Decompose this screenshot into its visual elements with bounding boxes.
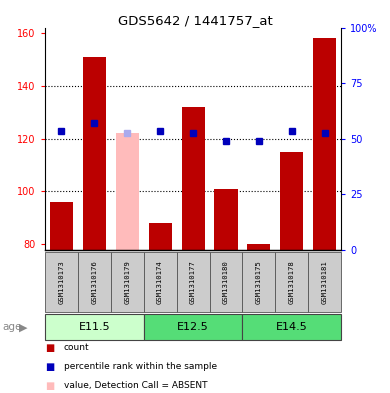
Text: GSM1310180: GSM1310180 (223, 260, 229, 304)
Bar (144, 252, 177, 312)
Bar (247, 244, 270, 250)
Text: GSM1310173: GSM1310173 (58, 260, 64, 304)
Bar (144, 314, 243, 340)
Bar (83, 57, 106, 250)
Text: GSM1310181: GSM1310181 (322, 260, 328, 304)
Bar (78, 252, 111, 312)
Text: value, Detection Call = ABSENT: value, Detection Call = ABSENT (64, 381, 207, 390)
Bar (149, 223, 172, 250)
Text: age: age (2, 322, 21, 332)
Bar (45, 252, 78, 312)
Bar (50, 202, 73, 250)
Bar (181, 107, 205, 250)
Bar (177, 252, 209, 312)
Bar (45, 314, 144, 340)
Bar (215, 189, 238, 250)
Bar (313, 38, 336, 250)
Text: GDS5642 / 1441757_at: GDS5642 / 1441757_at (118, 14, 272, 27)
Bar (275, 252, 308, 312)
Text: E11.5: E11.5 (78, 322, 110, 332)
Text: E12.5: E12.5 (177, 322, 209, 332)
Text: E14.5: E14.5 (276, 322, 308, 332)
Text: GSM1310176: GSM1310176 (91, 260, 97, 304)
Text: count: count (64, 343, 89, 352)
Bar (243, 314, 341, 340)
Bar (111, 252, 144, 312)
Text: ▶: ▶ (19, 322, 27, 332)
Bar (116, 133, 139, 250)
Text: GSM1310179: GSM1310179 (124, 260, 130, 304)
Bar (209, 252, 243, 312)
Text: GSM1310175: GSM1310175 (256, 260, 262, 304)
Text: ■: ■ (45, 343, 54, 353)
Text: percentile rank within the sample: percentile rank within the sample (64, 362, 217, 371)
Text: ■: ■ (45, 380, 54, 391)
Bar (243, 252, 275, 312)
Text: GSM1310177: GSM1310177 (190, 260, 196, 304)
Text: ■: ■ (45, 362, 54, 372)
Text: GSM1310178: GSM1310178 (289, 260, 295, 304)
Bar (280, 152, 303, 250)
Bar (308, 252, 341, 312)
Text: GSM1310174: GSM1310174 (157, 260, 163, 304)
